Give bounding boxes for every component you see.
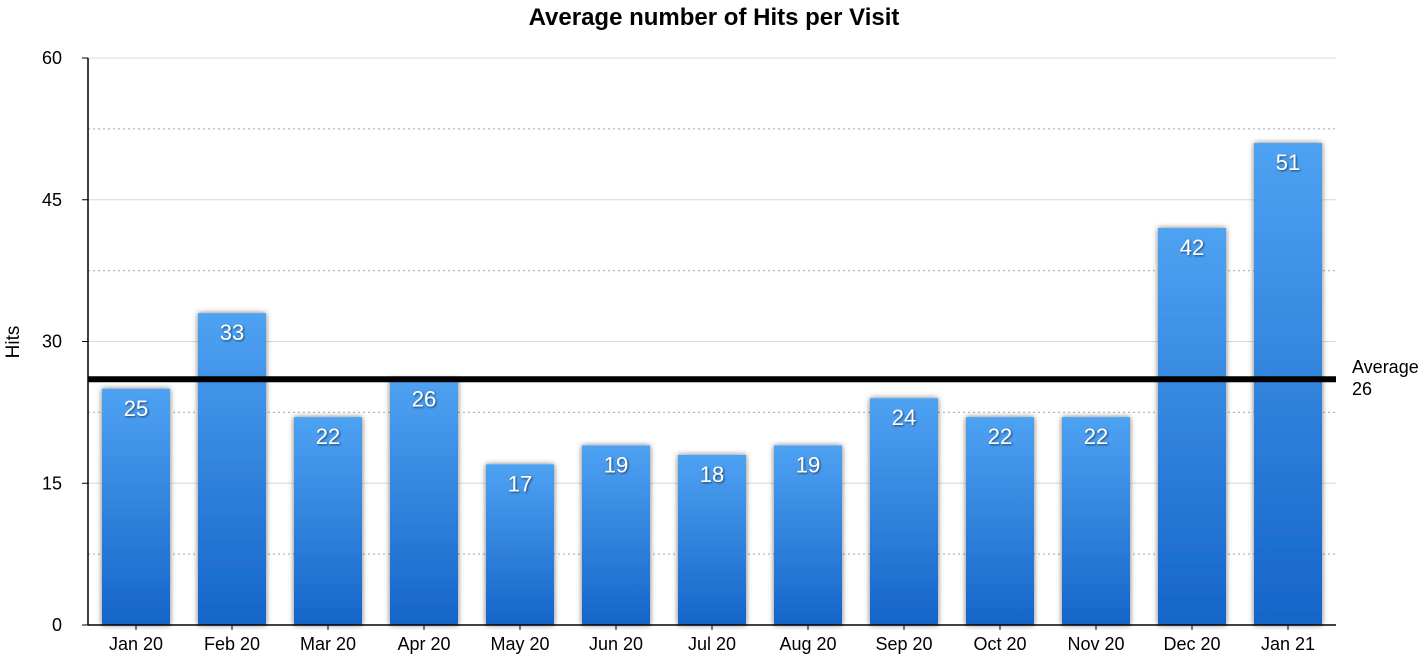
bar-value-label: 42 xyxy=(1180,235,1204,260)
bar xyxy=(198,313,266,625)
bar-value-label: 26 xyxy=(412,386,436,411)
bar-value-label: 19 xyxy=(604,452,628,477)
bar xyxy=(1254,143,1322,626)
average-label-text: Average xyxy=(1352,357,1419,377)
bar xyxy=(966,417,1034,625)
bar xyxy=(678,454,746,625)
bar xyxy=(870,398,938,625)
x-tick-label: Oct 20 xyxy=(973,634,1026,654)
y-tick-label: 30 xyxy=(42,332,62,352)
bar-value-label: 25 xyxy=(124,396,148,421)
x-tick-label: Jan 20 xyxy=(109,634,163,654)
bar-value-label: 24 xyxy=(892,405,916,430)
x-tick-label: Mar 20 xyxy=(300,634,356,654)
bar-value-label: 19 xyxy=(796,452,820,477)
bar-value-label: 17 xyxy=(508,471,532,496)
bar xyxy=(390,379,458,625)
y-tick-label: 0 xyxy=(52,615,62,635)
x-tick-label: May 20 xyxy=(490,634,549,654)
x-tick-label: Jul 20 xyxy=(688,634,736,654)
chart-title: Average number of Hits per Visit xyxy=(528,4,900,31)
y-tick-label: 60 xyxy=(42,48,62,68)
bar xyxy=(294,417,362,625)
y-tick-label: 15 xyxy=(42,473,62,493)
bar-value-label: 51 xyxy=(1276,150,1300,175)
average-label-value: 26 xyxy=(1352,379,1373,399)
x-tick-label: Feb 20 xyxy=(204,634,260,654)
bar xyxy=(1062,417,1130,625)
x-tick-label: Jan 21 xyxy=(1261,634,1315,654)
x-tick-label: Apr 20 xyxy=(397,634,450,654)
x-tick-label: Sep 20 xyxy=(875,634,932,654)
bar xyxy=(774,445,842,625)
bar-value-label: 22 xyxy=(316,424,340,449)
x-tick-label: Aug 20 xyxy=(779,634,836,654)
average-label: Average 26 xyxy=(1352,356,1419,400)
bars: 25 33 22 26 17 19 18 19 24 22 22 42 51 xyxy=(102,143,1322,626)
bar-value-label: 33 xyxy=(220,320,244,345)
bar-value-label: 22 xyxy=(1084,424,1108,449)
bar xyxy=(582,445,650,625)
x-tick-label: Dec 20 xyxy=(1163,634,1220,654)
bar xyxy=(1158,228,1226,625)
bar xyxy=(486,464,554,625)
x-tick-label: Jun 20 xyxy=(589,634,643,654)
axes: 0 15 30 45 60 Jan 20 Feb 20 Mar 20 Apr 20 May 20 J… xyxy=(42,48,1336,654)
bar-value-label: 18 xyxy=(700,462,724,487)
x-tick-label: Nov 20 xyxy=(1067,634,1124,654)
bar-value-label: 22 xyxy=(988,424,1012,449)
y-tick-label: 45 xyxy=(42,190,62,210)
bar xyxy=(102,388,170,625)
